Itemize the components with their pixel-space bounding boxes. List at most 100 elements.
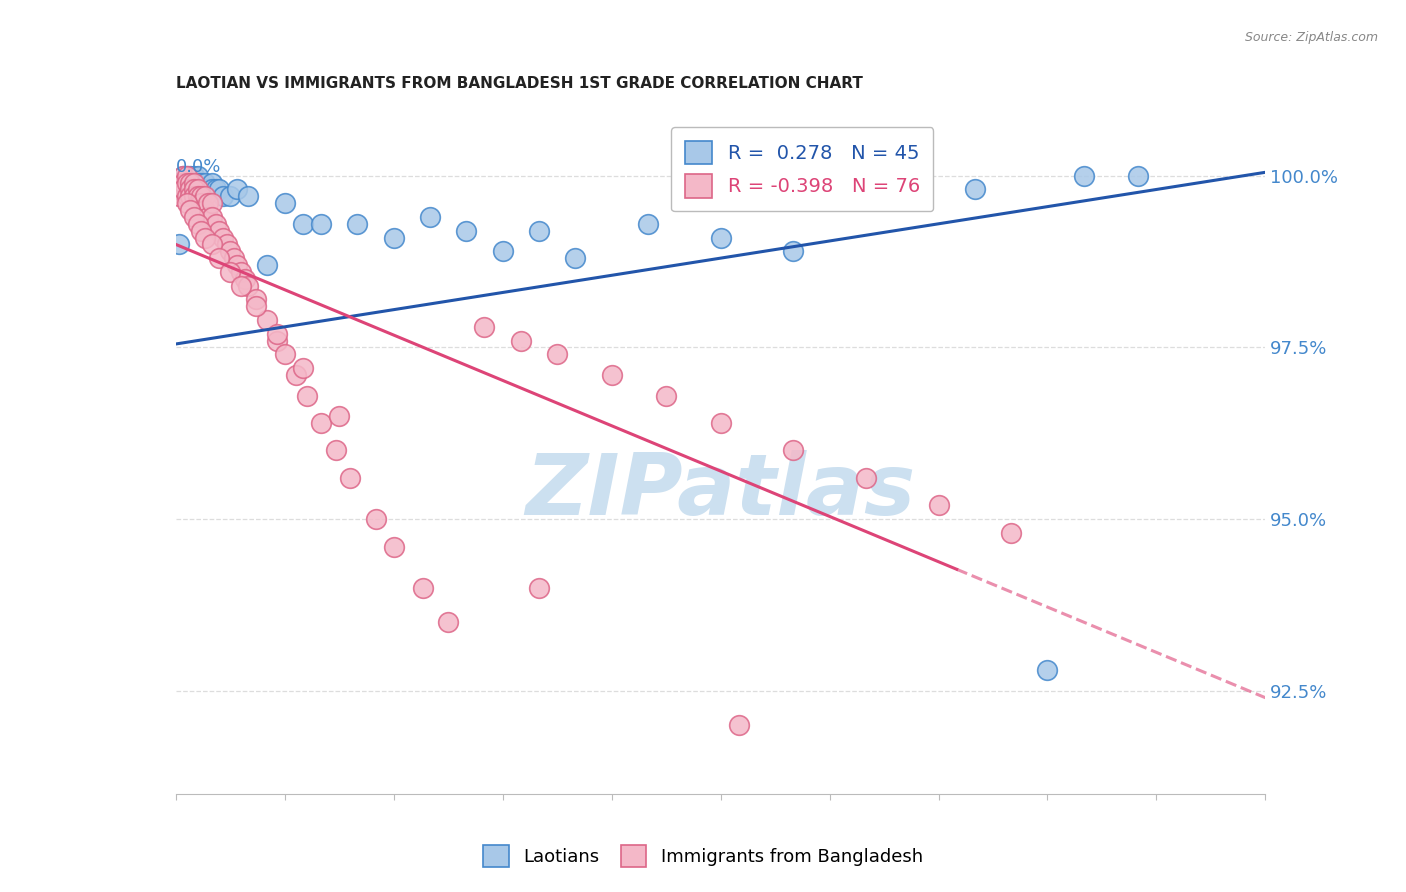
Point (176, 169, 198, 183)
Point (197, 210, 219, 224)
Point (169, 189, 191, 203)
Point (256, 313, 278, 327)
Point (183, 176, 205, 190)
Point (186, 196, 209, 211)
Point (564, 251, 586, 265)
Point (1073, 169, 1095, 183)
Point (527, 224, 550, 238)
Point (190, 224, 212, 238)
Point (176, 176, 198, 190)
Point (710, 230, 733, 244)
Point (212, 230, 235, 244)
Point (169, 182, 191, 196)
Point (176, 189, 198, 203)
Point (309, 217, 332, 231)
Point (509, 334, 531, 348)
Point (456, 224, 478, 238)
Point (346, 217, 368, 231)
Point (492, 244, 515, 259)
Point (183, 182, 205, 196)
Point (963, 182, 986, 196)
Point (226, 182, 249, 196)
Point (637, 217, 659, 231)
Point (215, 237, 238, 252)
Point (219, 189, 242, 203)
Point (245, 299, 267, 313)
Point (219, 265, 242, 279)
Point (169, 237, 191, 252)
Point (179, 176, 201, 190)
Point (655, 388, 678, 402)
Point (186, 182, 209, 196)
Point (172, 182, 194, 196)
Point (238, 189, 260, 203)
Text: ZIPatlas: ZIPatlas (526, 450, 915, 533)
Point (169, 176, 191, 190)
Point (309, 416, 332, 430)
Point (437, 615, 460, 630)
Point (1036, 663, 1059, 677)
Point (194, 189, 217, 203)
Point (419, 210, 441, 224)
Point (197, 196, 219, 211)
Point (186, 176, 209, 190)
Legend: Laotians, Immigrants from Bangladesh: Laotians, Immigrants from Bangladesh (477, 838, 929, 874)
Point (176, 169, 198, 183)
Point (208, 224, 231, 238)
Text: LAOTIAN VS IMMIGRANTS FROM BANGLADESH 1ST GRADE CORRELATION CHART: LAOTIAN VS IMMIGRANTS FROM BANGLADESH 1S… (176, 76, 863, 91)
Point (325, 443, 347, 458)
Point (238, 278, 260, 293)
Point (291, 361, 314, 376)
Point (782, 244, 804, 259)
Point (222, 251, 245, 265)
Point (172, 169, 194, 183)
Point (190, 182, 212, 196)
Point (179, 182, 201, 196)
Point (284, 368, 307, 382)
Point (727, 718, 749, 732)
Point (190, 176, 212, 190)
Point (201, 182, 224, 196)
Point (382, 540, 405, 554)
Point (176, 196, 198, 211)
Point (291, 217, 314, 231)
Point (274, 196, 297, 211)
Point (245, 293, 267, 307)
Point (201, 176, 224, 190)
Point (194, 176, 217, 190)
Point (231, 265, 253, 279)
Point (339, 471, 361, 485)
Point (204, 217, 226, 231)
Legend: R =  0.278   N = 45, R = -0.398   N = 76: R = 0.278 N = 45, R = -0.398 N = 76 (671, 127, 934, 211)
Point (474, 319, 496, 334)
Point (527, 581, 550, 595)
Point (256, 258, 278, 272)
Point (183, 169, 205, 183)
Point (183, 182, 205, 196)
Point (194, 202, 217, 217)
Point (186, 169, 209, 183)
Point (201, 196, 224, 211)
Point (710, 416, 733, 430)
Point (176, 182, 198, 196)
Point (197, 182, 219, 196)
Point (600, 368, 623, 382)
Point (226, 258, 249, 272)
Point (219, 244, 242, 259)
Point (233, 271, 256, 285)
Text: Source: ZipAtlas.com: Source: ZipAtlas.com (1244, 31, 1378, 45)
Point (194, 230, 217, 244)
Point (186, 189, 209, 203)
Point (176, 176, 198, 190)
Point (186, 217, 209, 231)
Text: 0.0%: 0.0% (176, 158, 221, 176)
Point (190, 189, 212, 203)
Point (855, 471, 877, 485)
Point (412, 581, 434, 595)
Point (179, 189, 201, 203)
Point (179, 169, 201, 183)
Point (183, 210, 205, 224)
Point (190, 202, 212, 217)
Point (172, 176, 194, 190)
Point (208, 251, 231, 265)
